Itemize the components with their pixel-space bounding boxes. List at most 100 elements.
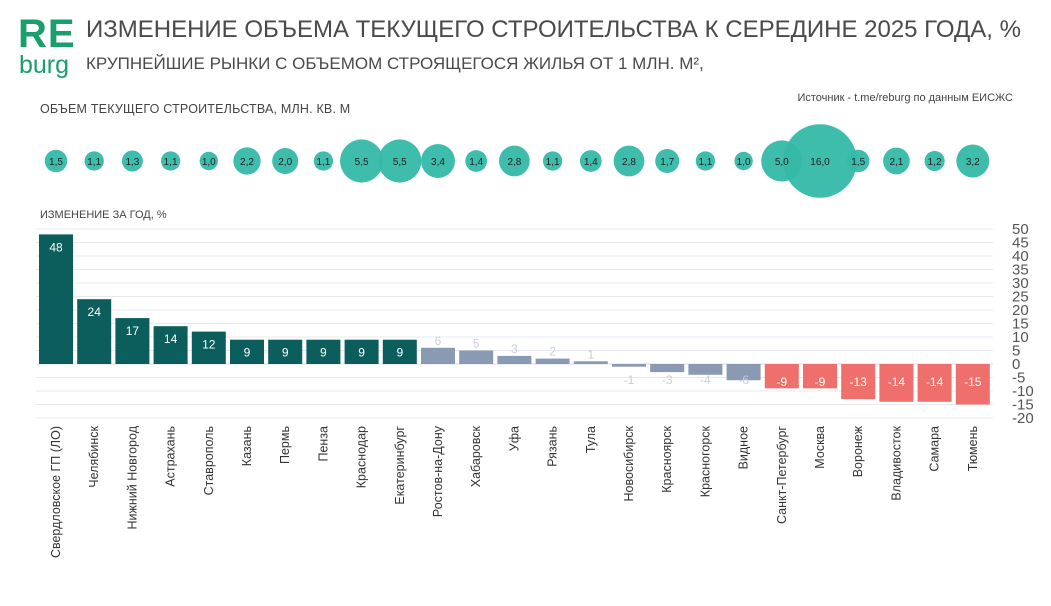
bar — [726, 364, 761, 381]
bar-value-label: -14 — [888, 375, 906, 389]
y-tick-label: 10 — [1012, 329, 1029, 346]
category-label: Красноярск — [660, 425, 674, 492]
category-label: Владивосток — [889, 425, 903, 500]
bar-value-label: -4 — [700, 373, 711, 387]
category-label: Казань — [240, 426, 254, 466]
y-tick-label: 20 — [1012, 302, 1029, 319]
volume-section-label: ОБЪЕМ ТЕКУЩЕГО СТРОИТЕЛЬСТВА, МЛН. КВ. М — [40, 102, 351, 116]
category-label: Тула — [584, 426, 598, 453]
bar-value-label: 24 — [88, 305, 102, 319]
volume-bubble — [199, 151, 218, 171]
y-tick-label: 50 — [1012, 221, 1029, 238]
change-section-label: ИЗМЕНЕНИЕ ЗА ГОД, % — [40, 209, 167, 221]
volume-bubble — [783, 124, 857, 198]
volume-bubble-label: 2,2 — [240, 157, 254, 168]
volume-bubble — [313, 151, 334, 171]
volume-bubble-label: 1,1 — [698, 157, 712, 168]
volume-bubble — [44, 149, 68, 173]
volume-bubble — [84, 151, 104, 171]
bar — [77, 299, 112, 364]
volume-bubble-label: 1,0 — [737, 157, 751, 168]
bar — [497, 355, 532, 364]
chart-subtitle: КРУПНЕЙШИЕ РЫНКИ С ОБЪЕМОМ СТРОЯЩЕГОСЯ Ж… — [86, 54, 704, 73]
logo-burg: burg — [19, 51, 70, 79]
bar — [879, 364, 914, 402]
volume-bubble — [233, 147, 261, 175]
bar-value-label: 3 — [511, 342, 518, 356]
bar — [115, 318, 150, 364]
bar — [688, 364, 723, 375]
bar-value-label: 2 — [549, 345, 556, 359]
bar-value-label: 9 — [396, 346, 403, 360]
bar — [344, 339, 379, 364]
bar-value-label: 9 — [244, 346, 251, 360]
y-tick-label: 15 — [1012, 316, 1029, 333]
bar — [268, 339, 303, 364]
bar — [306, 339, 341, 364]
bar-value-label: 14 — [164, 332, 178, 346]
volume-bubble-label: 1,5 — [49, 157, 63, 168]
source-note: Источник - t.me/reburg по данным ЕИСЖС — [797, 92, 1013, 104]
volume-bubble-label: 1,1 — [546, 157, 560, 168]
bar — [39, 234, 73, 364]
bar-value-label: -14 — [926, 375, 944, 389]
bar-value-label: -9 — [815, 375, 826, 389]
bar-value-label: 9 — [320, 346, 327, 360]
volume-bubble — [956, 144, 990, 178]
volume-bubble-label: 5,5 — [393, 157, 407, 168]
bar — [459, 350, 494, 364]
y-tick-label: 40 — [1012, 248, 1029, 265]
y-tick-label: 30 — [1012, 275, 1029, 292]
category-label: Нижний Новгород — [125, 425, 139, 529]
bar — [191, 331, 226, 364]
y-tick-label: -20 — [1012, 410, 1034, 427]
volume-bubble — [542, 151, 563, 171]
y-tick-label: -5 — [1012, 370, 1025, 387]
y-tick-label: 0 — [1012, 356, 1020, 373]
volume-bubble-label: 3,4 — [431, 157, 445, 168]
volume-bubble-label: 1,2 — [928, 157, 942, 168]
category-label: Ставрополь — [202, 426, 216, 495]
category-label: Москва — [813, 426, 827, 469]
volume-bubble — [695, 151, 716, 171]
bar-value-label: -9 — [776, 375, 787, 389]
category-label: Новосибирск — [622, 425, 636, 501]
volume-bubble — [613, 145, 645, 177]
category-label: Краснодар — [355, 426, 369, 488]
volume-bubble-label: 5,5 — [355, 157, 369, 168]
logo-re: RE — [18, 12, 76, 56]
volume-bubble — [655, 149, 680, 173]
category-label: Астрахань — [164, 426, 178, 487]
y-tick-label: -15 — [1012, 397, 1034, 414]
bar — [764, 364, 799, 389]
bar — [955, 364, 990, 405]
volume-bubble-label: 1,1 — [316, 157, 330, 168]
volume-bubble — [924, 150, 945, 172]
volume-bubble — [846, 149, 870, 173]
category-label: Видное — [737, 426, 751, 469]
category-label: Рязань — [546, 426, 560, 467]
bar — [421, 347, 455, 364]
volume-bubble-label: 2,0 — [278, 157, 292, 168]
volume-bubble-label: 2,1 — [889, 157, 903, 168]
volume-bubble — [340, 139, 384, 183]
bar — [573, 361, 608, 364]
volume-bubble — [160, 151, 181, 171]
bar-value-label: 17 — [126, 324, 140, 338]
bar-value-label: -3 — [662, 373, 673, 387]
volume-bubble-label: 5,0 — [775, 157, 789, 168]
category-label: Санкт-Петербург — [775, 426, 789, 524]
volume-bubble-label: 1,5 — [851, 157, 865, 168]
volume-bubble — [121, 150, 143, 172]
y-tick-label: 5 — [1012, 343, 1020, 360]
bar — [535, 358, 570, 364]
volume-bubble — [579, 150, 602, 172]
volume-bubble — [421, 144, 455, 178]
y-tick-label: -10 — [1012, 383, 1034, 400]
bar — [612, 364, 646, 367]
bar-value-label: 6 — [435, 334, 442, 348]
volume-bubble — [272, 147, 299, 175]
bar-value-label: 12 — [202, 338, 216, 352]
bar-value-label: -1 — [624, 373, 635, 387]
